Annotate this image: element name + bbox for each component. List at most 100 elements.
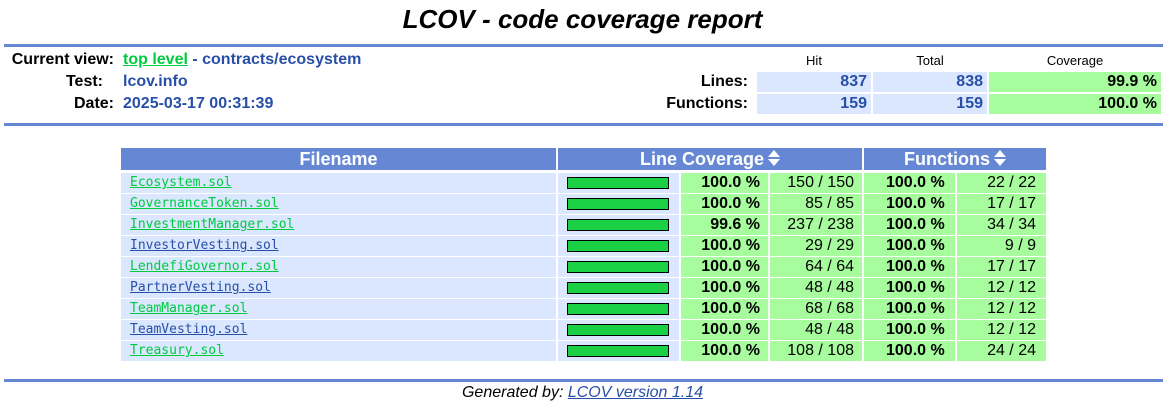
coverage-bar — [567, 261, 669, 273]
coverage-bar-fill — [568, 220, 668, 230]
function-coverage-percent: 100.0 % — [864, 299, 955, 319]
summary-lines-label: Lines: — [700, 73, 748, 90]
functions-header-label: Functions — [904, 149, 990, 169]
line-coverage-percent: 100.0 % — [681, 320, 768, 340]
line-coverage-count: 237 / 238 — [770, 215, 862, 235]
function-coverage-percent: 100.0 % — [864, 278, 955, 298]
function-coverage-percent: 100.0 % — [864, 215, 955, 235]
line-coverage-percent: 100.0 % — [681, 173, 768, 193]
footer-divider — [4, 379, 1163, 382]
file-link[interactable]: TeamManager.sol — [130, 301, 248, 316]
coverage-bar-cell — [558, 173, 679, 193]
line-coverage-header[interactable]: Line Coverage — [558, 148, 862, 170]
line-coverage-percent: 100.0 % — [681, 278, 768, 298]
function-coverage-percent: 100.0 % — [864, 341, 955, 361]
coverage-bar-cell — [558, 257, 679, 277]
file-cell: TeamVesting.sol — [121, 320, 556, 340]
sort-icon[interactable] — [768, 150, 781, 166]
line-coverage-percent: 100.0 % — [681, 194, 768, 214]
footer: Generated by: LCOV version 1.14 — [0, 384, 1165, 402]
file-link[interactable]: InvestorVesting.sol — [130, 238, 279, 253]
line-coverage-count: 48 / 48 — [770, 320, 862, 340]
function-coverage-percent: 100.0 % — [864, 257, 955, 277]
view-path: contracts/ecosystem — [202, 51, 362, 68]
summary-functions-total: 159 — [873, 94, 987, 114]
test-label: Test: — [65, 73, 103, 90]
line-coverage-percent: 99.6 % — [681, 215, 768, 235]
coverage-bar — [567, 198, 669, 210]
test-value: lcov.info — [123, 73, 188, 90]
line-coverage-count: 108 / 108 — [770, 341, 862, 361]
current-view-label: Current view: — [11, 51, 114, 68]
header-divider — [4, 123, 1163, 126]
coverage-bar-cell — [558, 194, 679, 214]
file-link[interactable]: Treasury.sol — [130, 343, 224, 358]
summary-hit-header: Hit — [806, 53, 822, 68]
coverage-bar-fill — [568, 262, 668, 272]
file-link[interactable]: Ecosystem.sol — [130, 175, 232, 190]
file-link[interactable]: GovernanceToken.sol — [130, 196, 279, 211]
function-coverage-count: 22 / 22 — [957, 173, 1046, 193]
coverage-bar-cell — [558, 320, 679, 340]
file-link[interactable]: InvestmentManager.sol — [130, 217, 295, 232]
coverage-bar-cell — [558, 236, 679, 256]
file-cell: TeamManager.sol — [121, 299, 556, 319]
functions-header[interactable]: Functions — [864, 148, 1046, 170]
coverage-bar-cell — [558, 299, 679, 319]
line-coverage-percent: 100.0 % — [681, 341, 768, 361]
file-cell: InvestorVesting.sol — [121, 236, 556, 256]
function-coverage-count: 17 / 17 — [957, 257, 1046, 277]
page-title: LCOV - code coverage report — [402, 4, 763, 34]
coverage-bar-cell — [558, 278, 679, 298]
coverage-bar-fill — [568, 325, 668, 335]
coverage-bar — [567, 345, 669, 357]
line-coverage-percent: 100.0 % — [681, 299, 768, 319]
file-cell: GovernanceToken.sol — [121, 194, 556, 214]
summary-functions-coverage: 100.0 % — [989, 94, 1161, 114]
coverage-bar-cell — [558, 215, 679, 235]
file-link[interactable]: TeamVesting.sol — [130, 322, 248, 337]
filename-header: Filename — [121, 148, 556, 170]
line-coverage-count: 85 / 85 — [770, 194, 862, 214]
lcov-version-link[interactable]: LCOV version 1.14 — [567, 384, 704, 401]
coverage-bar — [567, 240, 669, 252]
line-coverage-header-label: Line Coverage — [639, 149, 765, 169]
coverage-bar-fill — [568, 178, 668, 188]
coverage-bar — [567, 324, 669, 336]
file-cell: PartnerVesting.sol — [121, 278, 556, 298]
summary-functions-label: Functions: — [666, 95, 748, 112]
coverage-bar-fill — [568, 346, 668, 356]
current-view: top level - contracts/ecosystem — [123, 51, 361, 69]
line-coverage-count: 68 / 68 — [770, 299, 862, 319]
function-coverage-count: 24 / 24 — [957, 341, 1046, 361]
line-coverage-percent: 100.0 % — [681, 257, 768, 277]
top-level-link[interactable]: top level — [123, 51, 188, 68]
line-coverage-percent: 100.0 % — [681, 236, 768, 256]
line-coverage-count: 29 / 29 — [770, 236, 862, 256]
sort-icon[interactable] — [994, 150, 1006, 166]
summary-functions-hit: 159 — [757, 94, 871, 114]
summary-lines-coverage: 99.9 % — [989, 72, 1161, 92]
function-coverage-percent: 100.0 % — [864, 173, 955, 193]
summary-lines-total: 838 — [873, 72, 987, 92]
view-separator: - — [187, 51, 203, 68]
file-cell: Treasury.sol — [121, 341, 556, 361]
file-cell: InvestmentManager.sol — [121, 215, 556, 235]
function-coverage-count: 12 / 12 — [957, 320, 1046, 340]
date-label: Date: — [73, 95, 114, 112]
function-coverage-count: 12 / 12 — [957, 278, 1046, 298]
summary-coverage-header: Coverage — [1046, 53, 1104, 68]
file-link[interactable]: LendefiGovernor.sol — [130, 259, 279, 274]
function-coverage-count: 17 / 17 — [957, 194, 1046, 214]
line-coverage-count: 48 / 48 — [770, 278, 862, 298]
file-cell: LendefiGovernor.sol — [121, 257, 556, 277]
function-coverage-count: 12 / 12 — [957, 299, 1046, 319]
coverage-bar-fill — [568, 241, 668, 251]
coverage-bar — [567, 282, 669, 294]
file-link[interactable]: PartnerVesting.sol — [130, 280, 271, 295]
date-value: 2025-03-17 00:31:39 — [123, 95, 274, 112]
line-coverage-count: 150 / 150 — [770, 173, 862, 193]
footer-prefix: Generated by: — [461, 384, 568, 401]
function-coverage-percent: 100.0 % — [864, 194, 955, 214]
function-coverage-count: 34 / 34 — [957, 215, 1046, 235]
